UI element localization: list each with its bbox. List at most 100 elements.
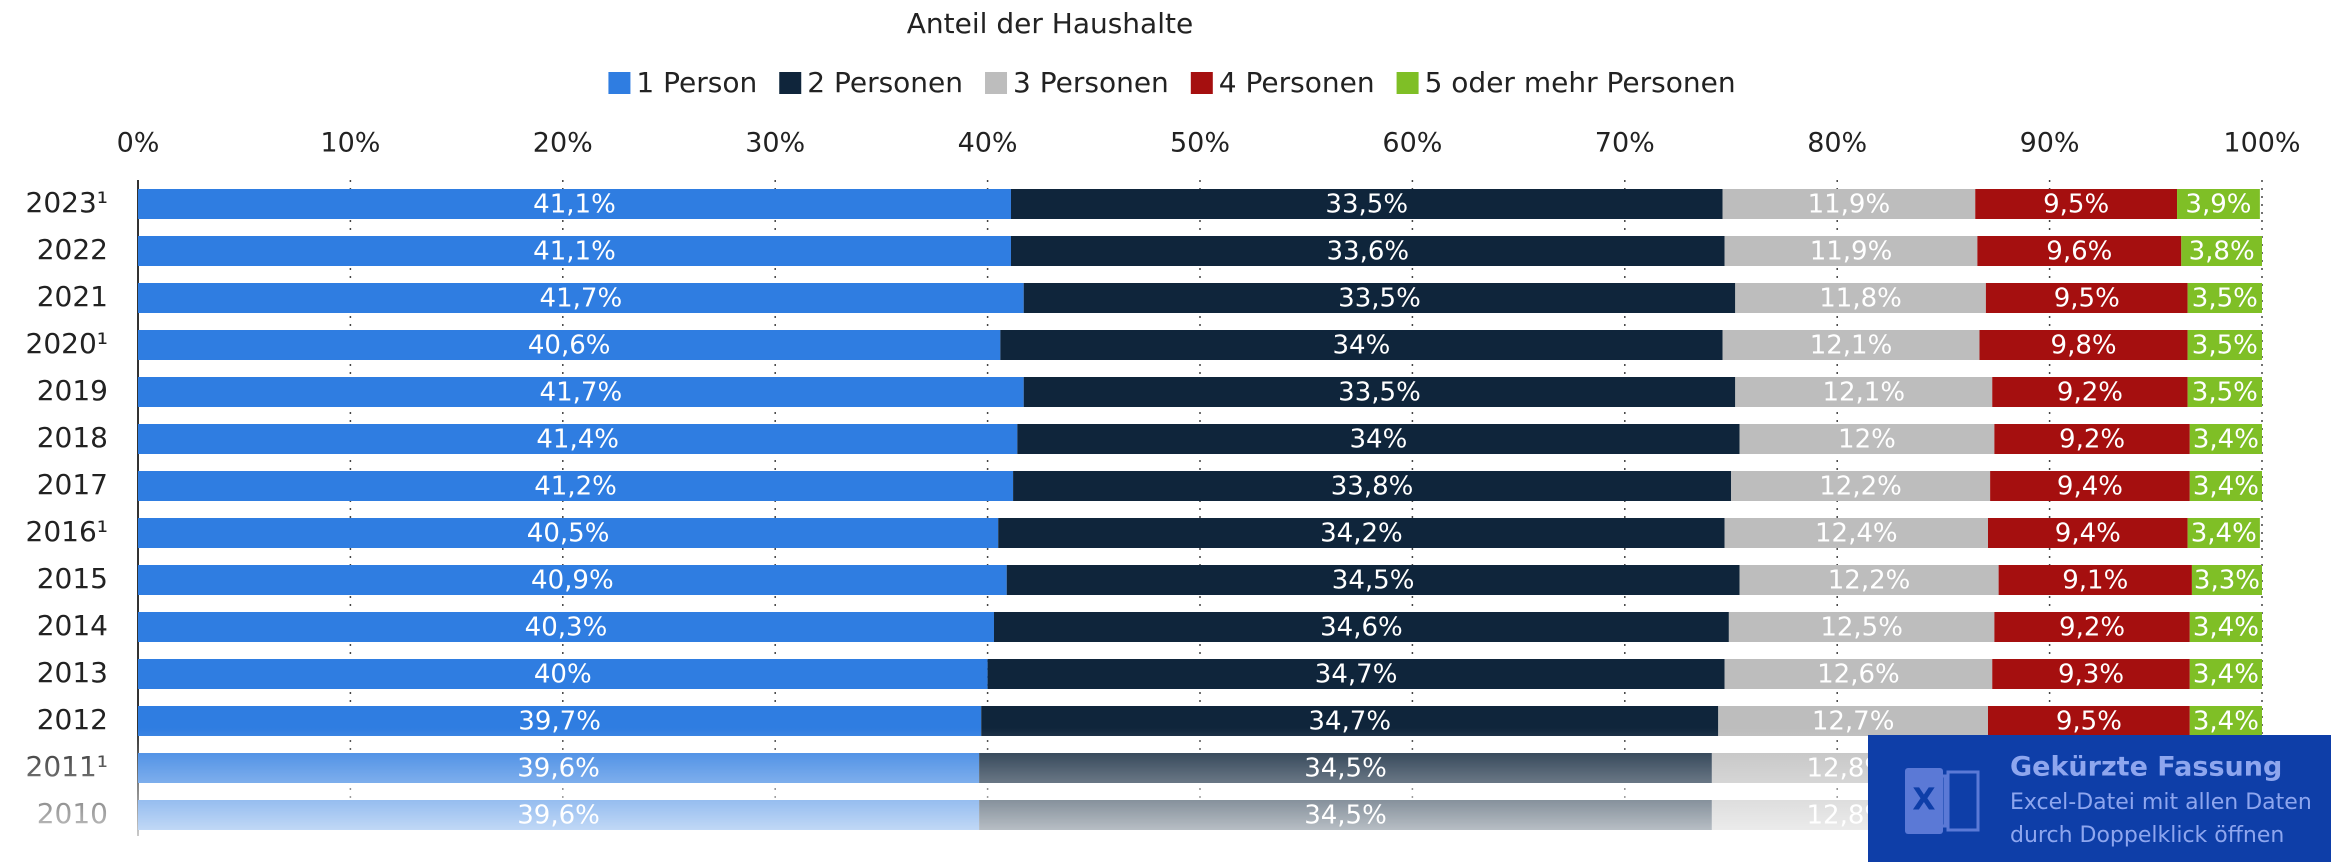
value-label: 34,2% — [1320, 519, 1403, 549]
bar-segment — [1988, 706, 2190, 736]
value-label: 3,4% — [2193, 472, 2259, 502]
bar-segment — [1739, 565, 1999, 595]
value-label: 34,7% — [1315, 660, 1398, 690]
value-label: 3,4% — [2193, 660, 2259, 690]
value-label: 12,5% — [1820, 613, 1903, 643]
y-tick-label: 2020¹ — [26, 327, 108, 360]
bar-segment — [138, 471, 1014, 501]
bar-segment — [1994, 424, 2190, 454]
bar-segment — [1724, 236, 1978, 266]
bar-segment — [138, 424, 1018, 454]
legend: 1 Person 2 Personen 3 Personen 4 Personen 5 … — [608, 66, 1736, 99]
bar-segment — [1010, 189, 1723, 219]
value-label: 41,1% — [533, 190, 616, 220]
bar-segment — [1739, 424, 1995, 454]
value-label: 12,4% — [1815, 519, 1898, 549]
value-label: 41,7% — [540, 284, 623, 314]
bar-segment — [1735, 283, 1986, 313]
value-label: 9,8% — [2051, 331, 2117, 361]
bar-segment — [1010, 236, 1725, 266]
value-label: 41,1% — [533, 237, 616, 267]
bar-segment — [1979, 330, 2188, 360]
value-label: 9,5% — [2054, 284, 2120, 314]
bar-segment — [1975, 189, 2178, 219]
value-label: 3,5% — [2192, 378, 2258, 408]
value-label: 41,2% — [534, 472, 617, 502]
bar-segment — [1731, 471, 1991, 501]
legend-swatch — [608, 72, 631, 94]
value-label: 3,3% — [2194, 566, 2260, 596]
bar-segment — [2189, 706, 2262, 736]
bar-segment — [2187, 518, 2260, 548]
bar-segment — [138, 189, 1011, 219]
value-label: 33,5% — [1338, 284, 1421, 314]
excel-icon — [1923, 774, 1947, 828]
x-tick-label: 20% — [533, 128, 593, 159]
value-label: 9,2% — [2057, 378, 2123, 408]
bar-segment — [2177, 189, 2260, 219]
value-label: 3,4% — [2193, 613, 2259, 643]
value-label: 11,9% — [1810, 237, 1893, 267]
x-tick-label: 30% — [745, 128, 805, 159]
value-label: 40,5% — [527, 519, 610, 549]
value-label: 12% — [1838, 425, 1896, 455]
value-label: 3,4% — [2193, 707, 2259, 737]
legend-swatch — [1190, 72, 1213, 94]
value-label: 34% — [1350, 425, 1408, 455]
y-tick-label: 2022 — [37, 233, 108, 266]
y-tick-label: 2023¹ — [26, 186, 108, 219]
legend-label: 5 oder mehr Personen — [1425, 66, 1736, 99]
value-label: 9,1% — [2062, 566, 2128, 596]
value-label: 41,7% — [540, 378, 623, 408]
value-label: 11,8% — [1819, 284, 1902, 314]
bar-segment — [138, 377, 1024, 407]
y-tick-label: 2015 — [37, 562, 108, 595]
bar-segment — [998, 518, 1725, 548]
bar-segment — [1990, 471, 2190, 501]
bar-segment — [138, 612, 994, 642]
bar-segment — [1992, 377, 2188, 407]
bar-segment — [1013, 471, 1731, 501]
value-label: 9,2% — [2059, 613, 2125, 643]
value-label: 33,5% — [1338, 378, 1421, 408]
y-tick-label: 2021 — [37, 280, 108, 313]
bar-segment — [138, 518, 999, 548]
x-tick-label: 10% — [320, 128, 380, 159]
bar-segment — [1724, 659, 1993, 689]
x-tick-label: 80% — [1807, 128, 1867, 159]
bar-segment — [1735, 377, 1993, 407]
value-label: 34% — [1333, 331, 1391, 361]
value-label: 33,5% — [1325, 190, 1408, 220]
value-label: 3,4% — [2191, 519, 2257, 549]
bar-segment — [1006, 565, 1740, 595]
value-label: 34,5% — [1332, 566, 1415, 596]
bar-segment — [2187, 283, 2262, 313]
bar-segment — [138, 659, 988, 689]
bar-segment — [1728, 612, 1995, 642]
x-tick-label: 0% — [117, 128, 160, 159]
value-label: 40,6% — [528, 331, 611, 361]
x-tick-label: 90% — [2020, 128, 2080, 159]
bar-segment — [1988, 518, 2188, 548]
bar-segment — [1000, 330, 1723, 360]
overlay-text: Excel-Datei mit allen Daten — [2010, 790, 2312, 815]
bar-segment — [1992, 659, 2190, 689]
value-label: 33,8% — [1331, 472, 1414, 502]
value-label: 12,2% — [1819, 472, 1902, 502]
y-tick-label: 2016¹ — [26, 515, 108, 548]
bar-segment — [993, 612, 1729, 642]
bar-segment — [138, 283, 1024, 313]
bar-segment — [1985, 283, 2188, 313]
bar-segment — [2191, 565, 2262, 595]
value-label: 12,1% — [1822, 378, 1905, 408]
value-label: 34,6% — [1320, 613, 1403, 643]
bar-segment — [138, 330, 1001, 360]
y-tick-label: 2019 — [37, 374, 108, 407]
fade — [0, 728, 1868, 862]
bar-segment — [1998, 565, 2192, 595]
value-label: 40,9% — [531, 566, 614, 596]
value-label: 3,5% — [2192, 284, 2258, 314]
bar-segment — [1977, 236, 2182, 266]
legend-label: 1 Person — [636, 66, 757, 99]
overlay-box[interactable]: X Gekürzte Fassung Excel-Datei mit allen… — [1868, 735, 2331, 862]
